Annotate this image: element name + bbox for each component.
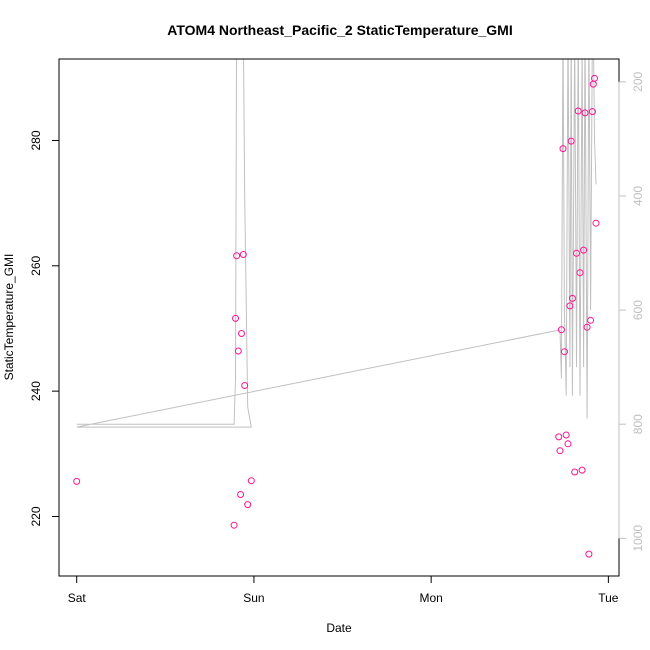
data-point — [237, 491, 245, 498]
data-point — [564, 440, 572, 448]
y-tick-label: 240 — [29, 381, 43, 401]
x-tick-label: Mon — [419, 591, 442, 605]
data-point — [580, 246, 588, 254]
temperature-profile-line — [76, 59, 597, 428]
right-y-tick-label: 400 — [631, 186, 645, 206]
data-point — [556, 447, 564, 455]
data-point — [247, 477, 255, 485]
data-point — [589, 80, 597, 88]
data-point — [568, 294, 576, 302]
y-axis-label: StaticTemperature_GMI — [2, 254, 16, 381]
x-axis: Sat Sun Mon Tue — [68, 575, 619, 605]
y-tick-label: 260 — [29, 255, 43, 275]
data-point — [566, 302, 574, 310]
data-point — [573, 249, 580, 257]
data-point — [585, 550, 593, 558]
data-point — [233, 252, 241, 260]
data-point — [559, 145, 567, 153]
plot-frame — [58, 58, 620, 577]
right-y-tick-label: 200 — [631, 71, 645, 91]
data-point — [232, 314, 239, 322]
data-points-layer — [73, 74, 600, 558]
data-point — [592, 219, 600, 227]
right-y-axis: 200 400 600 800 1000 — [618, 71, 645, 552]
data-point — [562, 431, 570, 439]
data-point — [234, 347, 242, 355]
y-axis: 220 240 260 280 — [29, 130, 60, 527]
data-point — [230, 521, 238, 529]
x-tick-label: Sat — [68, 591, 87, 605]
y-tick-label: 220 — [29, 506, 43, 526]
data-point — [571, 468, 579, 476]
data-point — [576, 269, 584, 277]
data-point — [560, 348, 568, 356]
data-point — [567, 137, 575, 145]
data-point — [241, 382, 249, 389]
data-point — [239, 251, 247, 258]
data-point — [587, 316, 595, 324]
data-point — [557, 326, 565, 334]
data-point — [591, 74, 598, 82]
right-y-tick-label: 800 — [631, 414, 645, 434]
data-point — [238, 330, 245, 337]
right-y-tick-label: 1000 — [631, 525, 645, 552]
data-point — [73, 477, 81, 485]
data-point — [574, 107, 582, 115]
data-point — [555, 433, 563, 441]
x-tick-label: Sun — [243, 591, 264, 605]
data-point — [578, 466, 586, 474]
x-axis-label: Date — [326, 621, 352, 635]
data-point — [581, 109, 589, 117]
data-point — [583, 323, 591, 331]
chart-title: ATOM4 Northeast_Pacific_2 StaticTemperat… — [167, 22, 512, 38]
data-point — [244, 501, 252, 509]
x-tick-label: Tue — [598, 591, 619, 605]
right-y-tick-label: 600 — [631, 300, 645, 320]
y-tick-label: 280 — [29, 130, 43, 150]
temperature-profile-line-layer — [76, 59, 597, 428]
data-point — [588, 108, 596, 116]
